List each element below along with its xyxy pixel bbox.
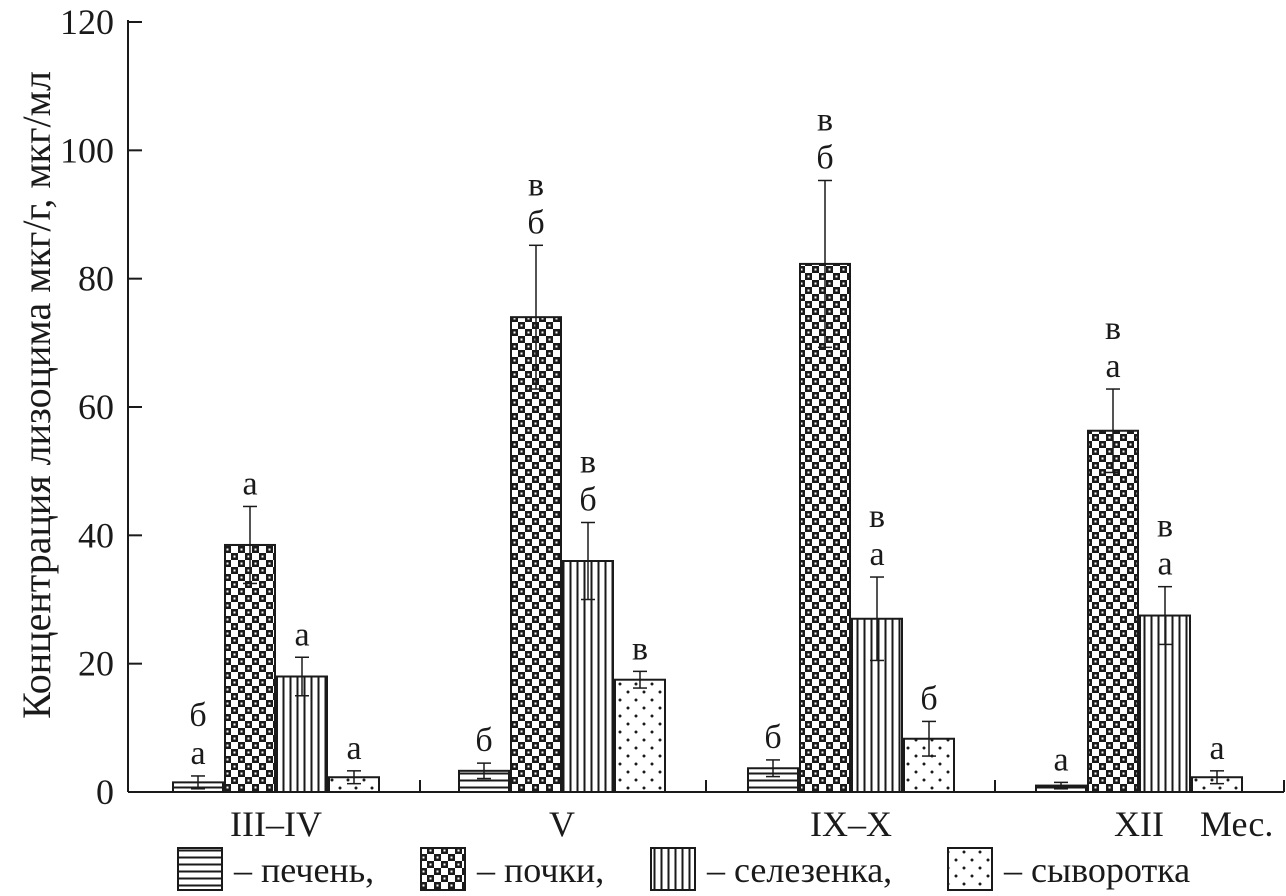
legend-separator: –: [1003, 850, 1031, 890]
legend-label: селезенка,: [734, 850, 892, 890]
y-tick-label: 120: [60, 2, 114, 42]
bar-почки: [1087, 429, 1139, 793]
legend-swatch-селезенка: [650, 847, 696, 891]
significance-letter: а: [1105, 348, 1120, 385]
legend-swatch-почки: [420, 847, 466, 891]
legend-entry-сыворотка: – сыворотка: [1003, 850, 1190, 890]
significance-letter: в: [1157, 508, 1173, 545]
x-category-label: III–IV: [230, 804, 322, 844]
x-category-label: IX–X: [810, 804, 892, 844]
legend-entry-почки: – почки,: [476, 850, 604, 890]
y-tick-label: 0: [96, 772, 114, 812]
legend-entry-селезенка: – селезенка,: [706, 850, 892, 890]
legend-separator: –: [476, 850, 504, 890]
significance-letter: б: [816, 139, 833, 176]
bar-почки: [799, 262, 851, 793]
legend: – печень, – почки, – селезенка, – сыворо…: [177, 847, 1190, 891]
bar-почки: [224, 543, 276, 793]
bars: [172, 179, 1243, 794]
y-tick-label: 80: [78, 259, 114, 299]
significance-letter: а: [242, 465, 257, 502]
significance-letter: в: [1105, 310, 1121, 347]
significance-letter: а: [1157, 546, 1172, 583]
y-axis-label: Концентрация лизоцима мкг/г, мкг/мл: [14, 71, 59, 719]
legend-label: печень,: [261, 850, 374, 890]
bar-сыворотка: [614, 678, 666, 793]
legend-swatch-печень: [177, 847, 223, 891]
significance-letter: в: [632, 630, 648, 667]
x-category-label: V: [549, 804, 575, 844]
significance-letter: а: [1209, 730, 1224, 767]
legend-separator: –: [706, 850, 734, 890]
significance-letter: б: [579, 482, 596, 519]
significance-letter: а: [294, 616, 309, 653]
y-tick-label: 40: [78, 515, 114, 555]
y-tick-label: 100: [60, 130, 114, 170]
legend-separator: –: [233, 850, 261, 890]
legend-swatch-сыворотка: [947, 847, 993, 891]
x-category-label: XII: [1114, 804, 1164, 844]
significance-letter: б: [475, 722, 492, 759]
significance-letter: а: [1053, 741, 1068, 778]
x-axis-unit-label: Мес.: [1200, 804, 1273, 844]
legend-label: почки,: [504, 850, 604, 890]
legend-entry-печень: – печень,: [233, 850, 374, 890]
y-tick-label: 60: [78, 387, 114, 427]
y-tick-label: 20: [78, 644, 114, 684]
significance-letter: б: [920, 680, 937, 717]
significance-letter: в: [869, 498, 885, 535]
significance-letter: в: [580, 444, 596, 481]
significance-letter: в: [817, 101, 833, 138]
legend-label: сыворотка: [1031, 850, 1190, 890]
significance-letter: б: [764, 719, 781, 756]
significance-letter: б: [189, 697, 206, 734]
significance-letter: а: [869, 536, 884, 573]
significance-letter: а: [346, 730, 361, 767]
significance-letter: б: [527, 204, 544, 241]
significance-letter: а: [190, 735, 205, 772]
significance-letter: в: [528, 166, 544, 203]
